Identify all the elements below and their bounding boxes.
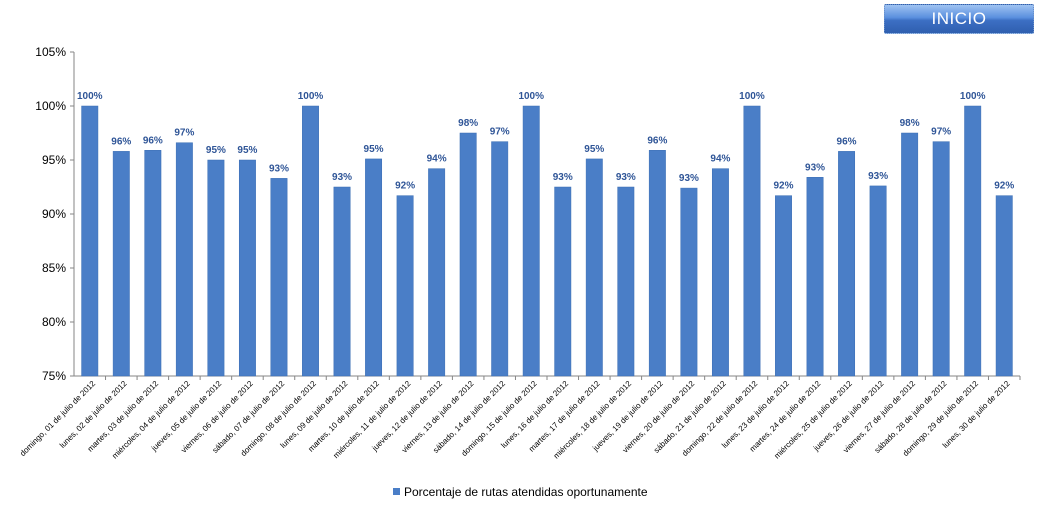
- data-label: 92%: [395, 181, 415, 192]
- bar: [838, 151, 856, 377]
- data-label: 98%: [900, 118, 920, 129]
- data-label: 93%: [805, 162, 825, 173]
- data-label: 93%: [332, 172, 352, 183]
- bar: [932, 141, 950, 377]
- bar: [648, 150, 666, 377]
- bar: [207, 159, 225, 377]
- data-label: 100%: [77, 91, 103, 102]
- data-label: 96%: [143, 135, 163, 146]
- bar: [680, 187, 698, 377]
- bar: [270, 178, 288, 377]
- inicio-button[interactable]: INICIO: [884, 4, 1034, 34]
- bar: [491, 141, 509, 377]
- bar: [112, 151, 130, 377]
- bar: [396, 195, 414, 377]
- data-label: 94%: [710, 154, 730, 165]
- bar: [775, 195, 792, 377]
- x-tick-label: lunes, 30 de julio de 2012: [941, 379, 1012, 450]
- data-label: 100%: [960, 91, 986, 102]
- bar: [428, 168, 446, 377]
- bar: [459, 132, 477, 377]
- bar: [901, 132, 919, 377]
- data-label: 95%: [364, 144, 384, 155]
- data-label: 96%: [647, 135, 667, 146]
- data-label: 95%: [584, 144, 604, 155]
- legend: Porcentaje de rutas atendidas oportuname…: [393, 485, 648, 499]
- value-labels-group: 100% 96% 96% 97% 95% 95% 93% 100% 93% 95% 92% 94% 98…: [77, 91, 1014, 192]
- data-label: 93%: [679, 173, 699, 184]
- data-label: 92%: [994, 181, 1014, 192]
- bar: [81, 105, 99, 377]
- data-label: 100%: [518, 91, 544, 102]
- data-label: 93%: [868, 171, 888, 182]
- bar: [711, 168, 729, 377]
- y-axis: 75% 80% 85% 90% 95% 100% 105%: [35, 45, 1020, 383]
- bar: [995, 195, 1013, 377]
- bar: [617, 186, 635, 377]
- y-tick-label: 100%: [35, 99, 66, 113]
- data-label: 95%: [206, 145, 226, 156]
- data-label: 93%: [553, 172, 573, 183]
- legend-label: Porcentaje de rutas atendidas oportuname…: [404, 485, 648, 499]
- bars-group: [81, 105, 1013, 377]
- data-label: 94%: [427, 154, 447, 165]
- data-label: 97%: [931, 127, 951, 138]
- data-label: 93%: [269, 163, 289, 174]
- y-tick-label: 85%: [42, 261, 66, 275]
- data-label: 93%: [616, 172, 636, 183]
- data-label: 96%: [837, 136, 857, 147]
- data-label: 98%: [458, 118, 478, 129]
- legend-swatch: [393, 488, 400, 495]
- data-label: 95%: [237, 145, 257, 156]
- y-tick-label: 95%: [42, 153, 66, 167]
- y-tick-label: 80%: [42, 315, 66, 329]
- bar: [743, 105, 761, 377]
- y-tick-label: 90%: [42, 207, 66, 221]
- bar: [554, 186, 572, 377]
- bar: [333, 186, 351, 377]
- bar: [964, 105, 982, 377]
- bar: [806, 177, 824, 377]
- bar: [365, 158, 383, 377]
- data-label: 97%: [174, 128, 194, 139]
- bar: [144, 150, 162, 377]
- data-label: 100%: [298, 91, 324, 102]
- bar: [302, 105, 319, 377]
- data-label: 97%: [490, 127, 510, 138]
- data-label: 92%: [773, 181, 793, 192]
- data-label: 96%: [111, 136, 131, 147]
- y-tick-label: 75%: [42, 369, 66, 383]
- bar: [585, 158, 603, 377]
- bar: [175, 142, 193, 377]
- y-tick-label: 105%: [35, 45, 66, 59]
- bar: [238, 159, 256, 377]
- bar: [522, 105, 540, 377]
- data-label: 100%: [739, 91, 765, 102]
- bar: [869, 185, 887, 377]
